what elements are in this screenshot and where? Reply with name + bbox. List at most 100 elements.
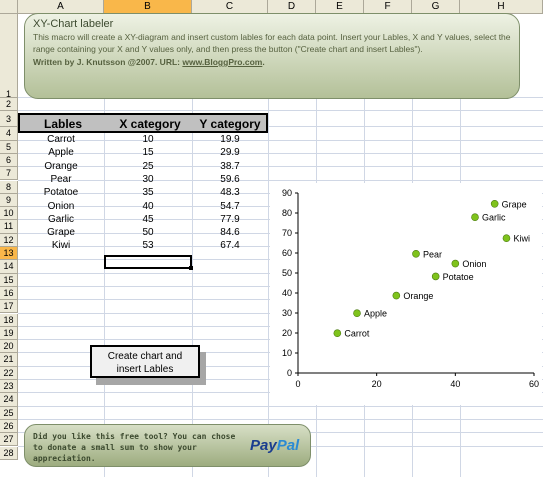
table-cell-x[interactable]: 35 [142, 187, 154, 199]
data-point [490, 199, 499, 208]
row-header-4[interactable]: 4 [0, 127, 18, 141]
active-cell-b13[interactable] [104, 255, 193, 270]
y-tick-label: 70 [282, 228, 292, 238]
row-header-19[interactable]: 19 [0, 326, 18, 341]
header-x-category[interactable]: X category [119, 117, 181, 131]
column-header-b[interactable]: B [104, 0, 192, 14]
table-cell-label[interactable]: Carrot [47, 134, 75, 145]
x-tick-label: 20 [372, 379, 382, 389]
row-header-23[interactable]: 23 [0, 380, 18, 394]
table-cell-x[interactable]: 30 [142, 173, 154, 185]
column-header-e[interactable]: E [316, 0, 364, 14]
table-cell-x[interactable]: 10 [142, 134, 154, 145]
row-header-10[interactable]: 10 [0, 207, 18, 221]
author-link[interactable]: www.BloggPro.com [182, 57, 263, 67]
table-cell-y[interactable]: 84.6 [220, 227, 240, 239]
column-header-d[interactable]: D [268, 0, 316, 14]
row-header-25[interactable]: 25 [0, 406, 18, 420]
author-suffix: . [262, 57, 265, 67]
paypal-logo[interactable]: PayPal [250, 437, 299, 454]
row-header-11[interactable]: 11 [0, 220, 18, 234]
author-text: Written by J. Knutsson @2007. URL: [33, 57, 183, 67]
data-point [451, 259, 460, 268]
paypal-text: Did you like this free tool? You can cho… [33, 432, 236, 463]
table-cell-y[interactable]: 48.3 [220, 187, 240, 199]
row-header-22[interactable]: 22 [0, 366, 18, 380]
table-cell-y[interactable]: 67.4 [220, 240, 240, 252]
row-header-2[interactable]: 2 [0, 98, 18, 112]
row-header-16[interactable]: 16 [0, 286, 18, 301]
row-header-13[interactable]: 13 [0, 247, 18, 261]
row-header-9[interactable]: 9 [0, 193, 18, 208]
row-header-26[interactable]: 26 [0, 419, 18, 434]
column-header-f[interactable]: F [364, 0, 412, 14]
row-header-20[interactable]: 20 [0, 340, 18, 354]
data-point-label: Potatoe [443, 272, 474, 282]
gridline-horizontal [18, 166, 543, 168]
table-cell-y[interactable]: 54.7 [220, 200, 240, 212]
column-header-g[interactable]: G [412, 0, 460, 14]
header-lables[interactable]: Lables [43, 117, 82, 131]
table-cell-label[interactable]: Grape [47, 227, 75, 239]
y-tick-label: 80 [282, 208, 292, 218]
row-header-14[interactable]: 14 [0, 260, 18, 274]
data-point [412, 250, 420, 258]
row-header-15[interactable]: 15 [0, 273, 18, 287]
gridline-horizontal [18, 110, 543, 112]
button-label-line1: Create chart and [107, 351, 183, 362]
row-header-8[interactable]: 8 [0, 180, 18, 194]
row-header-24[interactable]: 24 [0, 393, 18, 407]
row-header-1[interactable]: 1 [0, 14, 18, 99]
column-header-h[interactable]: H [460, 0, 543, 14]
y-tick-label: 20 [282, 328, 292, 338]
table-cell-label[interactable]: Apple [48, 147, 74, 159]
row-header-7[interactable]: 7 [0, 167, 18, 181]
table-cell-x[interactable]: 45 [142, 213, 154, 225]
table-cell-x[interactable]: 50 [142, 227, 154, 239]
create-chart-button[interactable]: Create chart and insert Lables [90, 345, 200, 378]
row-header-28[interactable]: 28 [0, 446, 18, 460]
table-cell-y[interactable]: 29.9 [220, 147, 240, 159]
column-header-a[interactable]: A [18, 0, 104, 14]
table-cell-y[interactable]: 59.6 [220, 173, 240, 185]
column-header-c[interactable]: C [192, 0, 268, 14]
table-cell-x[interactable]: 53 [142, 240, 154, 252]
table-cell-x[interactable]: 25 [142, 160, 154, 172]
row-header-3[interactable]: 3 [0, 111, 18, 128]
row-header-18[interactable]: 18 [0, 313, 18, 327]
table-cell-y[interactable]: 38.7 [220, 160, 240, 172]
header-y-category[interactable]: Y category [199, 117, 261, 131]
data-point-label: Apple [364, 309, 387, 319]
gridline-horizontal [18, 179, 543, 181]
data-point [353, 309, 361, 317]
table-cell-label[interactable]: Onion [47, 200, 75, 212]
banner-title: XY-Chart labeler [33, 18, 114, 30]
data-point-label: Orange [403, 291, 433, 301]
data-point-label: Grape [502, 199, 527, 209]
xy-chart[interactable]: 0 10 20 30 40 50 60 70 80 90 0 20 40 60 Carrot Apple Ora… [270, 183, 542, 405]
data-point [471, 213, 479, 222]
row-header-5[interactable]: 5 [0, 140, 18, 154]
row-header-12[interactable]: 12 [0, 233, 18, 247]
row-header-6[interactable]: 6 [0, 153, 18, 168]
select-all-corner[interactable] [0, 0, 18, 14]
table-cell-y[interactable]: 19.9 [220, 134, 240, 145]
table-cell-label[interactable]: Potatoe [43, 187, 79, 199]
row-header-27[interactable]: 27 [0, 433, 18, 447]
x-tick-label: 0 [295, 379, 300, 389]
table-cell-x[interactable]: 15 [142, 147, 154, 159]
y-tick-label: 0 [287, 368, 292, 378]
table-cell-label[interactable]: Kiwi [51, 240, 71, 252]
row-header-21[interactable]: 21 [0, 353, 18, 367]
row-header-17[interactable]: 17 [0, 300, 18, 314]
table-cell-label[interactable]: Garlic [47, 213, 75, 225]
table-cell-x[interactable]: 40 [142, 200, 154, 212]
chart-svg: 0 10 20 30 40 50 60 70 80 90 0 20 40 60 Carrot Apple Ora… [282, 188, 539, 389]
table-cell-label[interactable]: Pear [50, 173, 72, 185]
y-tick-label: 90 [282, 188, 292, 198]
table-cell-label[interactable]: Orange [44, 160, 78, 172]
table-cell-y[interactable]: 77.9 [220, 213, 240, 225]
gridline-horizontal [18, 139, 543, 141]
paypal-donate-banner[interactable]: Did you like this free tool? You can cho… [24, 424, 311, 467]
